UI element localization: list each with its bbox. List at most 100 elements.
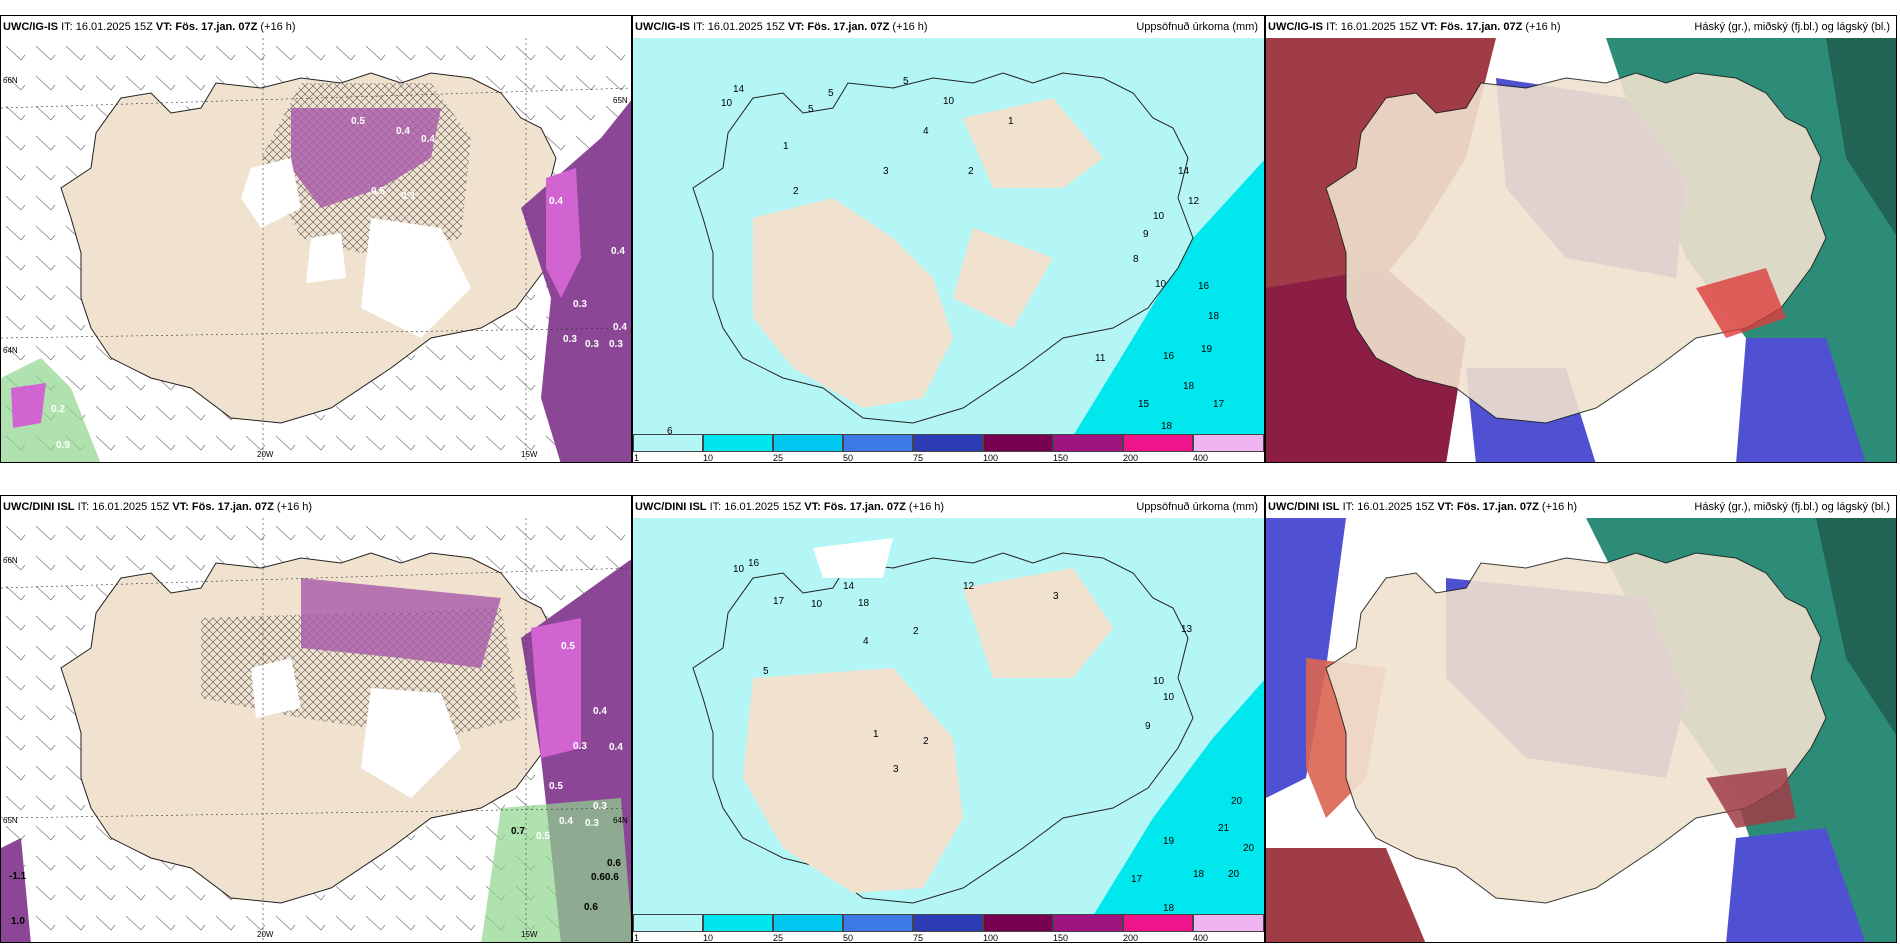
colorbar-tick: 400 [1193,933,1209,943]
colorbar-tick: 400 [1193,453,1209,463]
precip-value: 1 [873,729,879,740]
precip-value: 5 [763,666,769,677]
wind-value: 0.3 [609,339,623,350]
wind-value: 0.3 [563,334,577,345]
precip-value: 2 [923,736,929,747]
wind-value: 0.6 [584,902,598,913]
precip-value: 10 [721,98,733,109]
wind-value: -1.1 [9,871,27,882]
lead-time: (+16 h) [1525,21,1561,33]
colorbar-swatch [1193,434,1264,452]
wind-panel-ig-is: UWC/IG-IS IT: 16.01.2025 15Z VT: Fös. 17… [0,15,632,463]
wind-value: 0.3 [585,339,599,350]
colorbar-swatch [1053,434,1123,452]
precip-value: 16 [1163,351,1175,362]
colorbar-tick: 10 [703,453,714,463]
colorbar-tick: 1 [634,933,640,943]
wind-value: 0.3 [401,191,415,202]
cloud-title: Háský (gr.), miðský (fj.bl.) og lágský (… [1694,21,1890,33]
precip-value: 4 [923,126,929,137]
wind-value: 0.4 [549,196,563,207]
wind-value: 0.9 [56,440,70,451]
precip-colorbar: 1 10 25 50 75 100 150 200 400 [633,434,1264,462]
colorbar-tick: 100 [983,453,999,463]
colorbar-swatch [773,434,843,452]
colorbar-tick: 75 [913,453,924,463]
valid-time: VT: Fös. 17.jan. 07Z [172,501,274,513]
panel-header: UWC/DINI ISL IT: 16.01.2025 15Z VT: Fös.… [1,496,631,518]
precip-value: 5 [808,104,814,115]
valid-time: VT: Fös. 17.jan. 07Z [787,21,890,33]
precip-value: 14 [1178,166,1190,177]
init-time: IT: 16.01.2025 15Z [77,501,170,513]
wind-value: 0.2 [51,404,65,415]
lon-label-15w: 15W [521,450,538,459]
colorbar-tick: 200 [1123,933,1139,943]
wind-panel-dini: UWC/DINI ISL IT: 16.01.2025 15Z VT: Fös.… [0,495,632,943]
lead-time: (+16 h) [260,21,296,33]
valid-time: VT: Fös. 17.jan. 07Z [1420,21,1523,33]
precip-value: 4 [863,636,869,647]
panel-header: UWC/IG-IS IT: 16.01.2025 15Z VT: Fös. 17… [1266,16,1896,38]
panel-header: UWC/IG-IS IT: 16.01.2025 15Z VT: Fös. 17… [633,16,1264,38]
wind-value: 0.3 [573,299,587,310]
colorbar-tick: 75 [913,933,924,943]
precip-value: 3 [893,764,899,775]
colorbar-swatch [773,914,843,932]
colorbar-swatch [1123,434,1193,452]
colorbar-swatch [983,914,1053,932]
precip-value: 15 [1138,399,1150,410]
precip-value: 10 [733,564,745,575]
precip-value: 6 [667,426,673,437]
precip-value: 16 [748,558,760,569]
colorbar-tick: 25 [773,933,784,943]
precip-value: 9 [1145,721,1151,732]
colorbar-swatch [703,434,773,452]
precip-value: 13 [1181,624,1193,635]
precip-value: 18 [1193,869,1205,880]
precip-value: 14 [843,581,855,592]
colorbar-tick: 10 [703,933,714,943]
wind-value: 0.60.6 [591,872,619,883]
colorbar-tick: 50 [843,453,854,463]
wind-value: 0.3 [593,801,607,812]
colorbar-swatch [983,434,1053,452]
precip-value: 17 [1213,399,1225,410]
precip-value: 2 [913,626,919,637]
wind-value: 0.3 [573,741,587,752]
precip-value: 10 [943,96,955,107]
wind-value: 0.6 [607,858,621,869]
wind-value: 0.7 [511,826,525,837]
precip-value: 18 [1208,311,1220,322]
precip-value: 1 [783,141,789,152]
colorbar-swatch [913,434,983,452]
lon-label-20w: 20W [257,450,274,459]
precip-value: 18 [858,598,870,609]
model-name: UWC/DINI ISL [3,501,75,513]
cloud-panel-ig-is: UWC/IG-IS IT: 16.01.2025 15Z VT: Fös. 17… [1265,15,1897,463]
cloud-map [1266,518,1896,942]
panel-header: UWC/DINI ISL IT: 16.01.2025 15Z VT: Fös.… [1266,496,1896,518]
cloud-map [1266,38,1896,462]
precip-map [633,38,1264,436]
lead-time: (+16 h) [276,501,313,513]
wind-value: 0.4 [609,742,623,753]
colorbar-swatch [1193,914,1264,932]
lat-label-64n: 64N [613,816,628,825]
precip-value: 10 [1153,676,1165,687]
wind-value: 0.5 [371,186,385,197]
precip-value: 21 [1218,823,1230,834]
model-name: UWC/IG-IS [3,21,58,33]
panel-header: UWC/IG-IS IT: 16.01.2025 15Z VT: Fös. 17… [1,16,631,38]
precip-panel-dini: UWC/DINI ISL IT: 16.01.2025 15Z VT: Fös.… [632,495,1265,943]
precip-value: 3 [1053,591,1059,602]
lat-label-66n: 66N [3,76,18,85]
wind-value: 0.3 [585,818,599,829]
precip-value: 12 [963,581,975,592]
precip-value: 20 [1243,843,1255,854]
model-name: UWC/DINI ISL [635,501,707,513]
precip-value: 3 [883,166,889,177]
wind-value: 1.0 [11,916,25,927]
colorbar-tick: 100 [983,933,999,943]
precip-value: 10 [1153,211,1165,222]
